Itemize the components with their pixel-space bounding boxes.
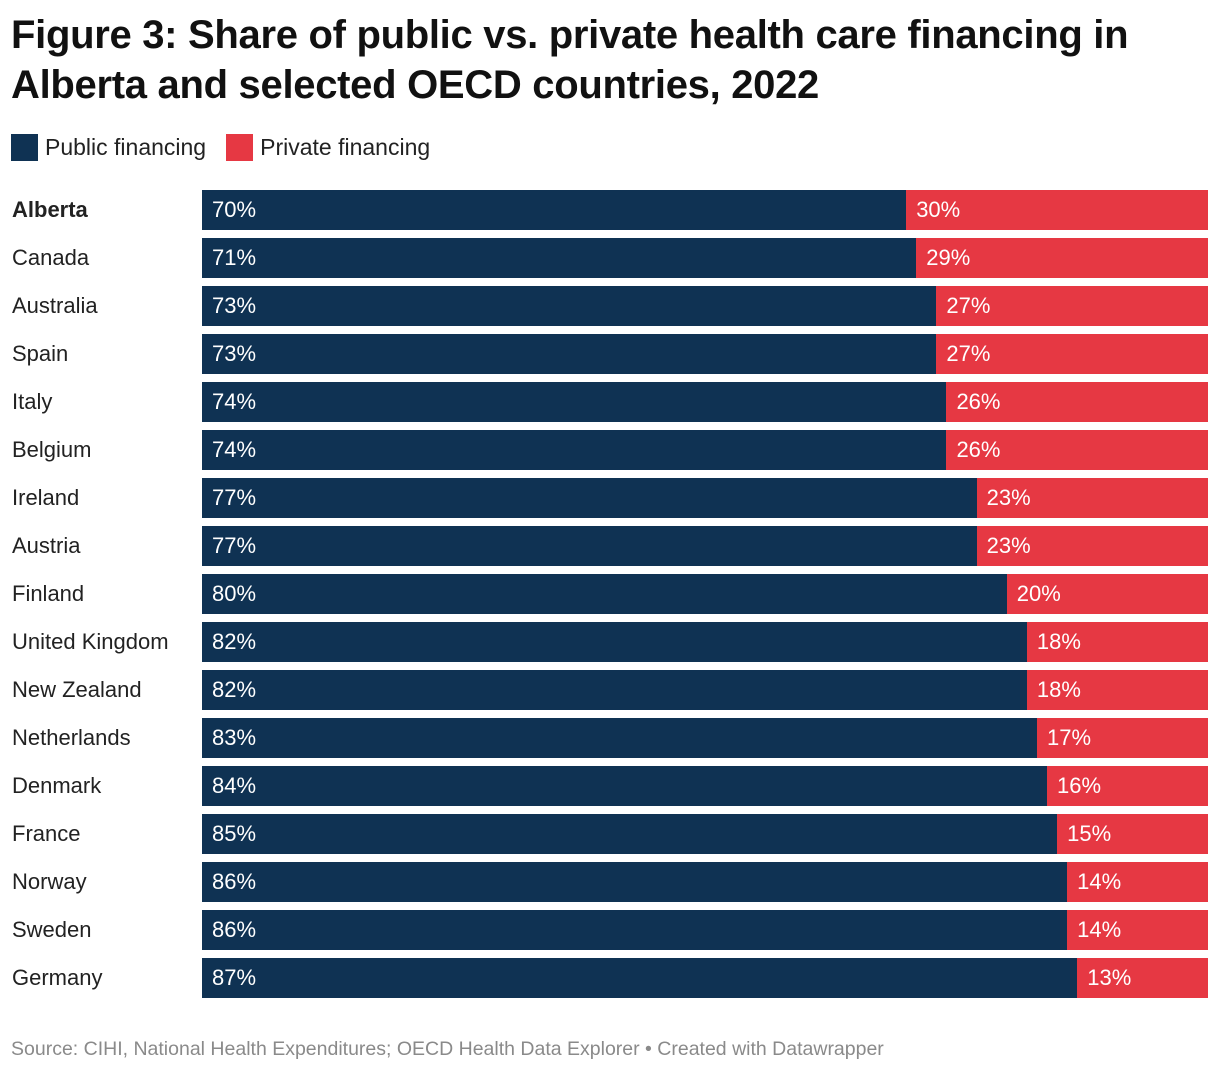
private-bar <box>936 334 1208 374</box>
public-bar <box>202 478 977 518</box>
public-value-label: 87% <box>212 965 257 990</box>
public-bar <box>202 430 947 470</box>
private-value-label: 26% <box>956 437 1001 462</box>
private-bar <box>1026 670 1208 710</box>
private-value-label: 26% <box>956 389 1001 414</box>
private-bar <box>1057 814 1208 854</box>
source-note: Source: CIHI, National Health Expenditur… <box>11 1038 884 1060</box>
category-label: Germany <box>12 965 103 990</box>
public-bar <box>202 382 947 422</box>
public-value-label: 73% <box>212 341 257 366</box>
category-label: Netherlands <box>12 725 131 750</box>
private-value-label: 14% <box>1077 869 1122 894</box>
category-label: Sweden <box>12 917 92 942</box>
public-value-label: 74% <box>212 389 257 414</box>
private-bar <box>1026 622 1208 662</box>
public-bar <box>202 766 1048 806</box>
private-value-label: 13% <box>1087 965 1132 990</box>
public-value-label: 86% <box>212 917 257 942</box>
private-value-label: 20% <box>1016 581 1061 606</box>
private-bar <box>976 526 1208 566</box>
public-bar <box>202 862 1068 902</box>
category-label: Alberta <box>12 197 88 222</box>
public-value-label: 85% <box>212 821 257 846</box>
legend-item-public: Public financing <box>11 134 206 161</box>
private-value-label: 18% <box>1036 677 1081 702</box>
private-value-label: 14% <box>1077 917 1122 942</box>
private-value-label: 30% <box>916 197 961 222</box>
private-bar <box>1067 910 1208 950</box>
private-bar <box>1077 958 1208 998</box>
category-label: Ireland <box>12 485 80 510</box>
category-label: Canada <box>12 245 90 270</box>
public-value-label: 74% <box>212 437 257 462</box>
private-bar <box>946 382 1208 422</box>
category-label: Spain <box>12 341 69 366</box>
private-bar <box>946 430 1208 470</box>
public-value-label: 84% <box>212 773 257 798</box>
private-value-label: 17% <box>1046 725 1092 750</box>
legend-swatch-public <box>11 134 38 161</box>
public-bar <box>202 238 917 278</box>
public-bar <box>202 910 1068 950</box>
private-bar <box>1047 766 1208 806</box>
public-bar <box>202 670 1027 710</box>
public-bar <box>202 286 937 326</box>
public-bar <box>202 958 1078 998</box>
private-bar <box>976 478 1208 518</box>
public-bar <box>202 190 907 230</box>
category-label: Australia <box>12 293 98 318</box>
public-bar <box>202 574 1007 614</box>
category-label: New Zealand <box>12 677 142 702</box>
legend-label-public: Public financing <box>45 134 207 160</box>
public-value-label: 73% <box>212 293 257 318</box>
public-bar <box>202 814 1058 854</box>
private-value-label: 27% <box>946 293 991 318</box>
private-value-label: 29% <box>926 245 971 270</box>
legend-label-private: Private financing <box>260 134 431 160</box>
public-value-label: 82% <box>212 629 257 654</box>
category-label: Italy <box>12 389 53 414</box>
chart-title: Figure 3: Share of public vs. private he… <box>11 13 1129 107</box>
public-value-label: 83% <box>212 725 257 750</box>
private-value-label: 27% <box>946 341 991 366</box>
public-bar <box>202 622 1027 662</box>
category-label: Belgium <box>12 437 92 462</box>
category-label: France <box>12 821 81 846</box>
private-value-label: 16% <box>1057 773 1102 798</box>
legend-item-private: Private financing <box>226 134 430 161</box>
category-label: Finland <box>12 581 85 606</box>
private-bar <box>1067 862 1208 902</box>
private-value-label: 18% <box>1036 629 1081 654</box>
private-value-label: 23% <box>986 533 1031 558</box>
private-bar <box>936 286 1208 326</box>
private-value-label: 15% <box>1067 821 1112 846</box>
public-bar <box>202 718 1037 758</box>
private-bar <box>916 238 1208 278</box>
public-bar <box>202 334 937 374</box>
private-value-label: 23% <box>986 485 1031 510</box>
private-bar <box>906 190 1208 230</box>
public-bar <box>202 526 977 566</box>
private-bar <box>1006 574 1208 614</box>
category-label: Denmark <box>12 773 102 798</box>
public-value-label: 82% <box>212 677 257 702</box>
legend-swatch-private <box>226 134 254 161</box>
public-value-label: 70% <box>212 197 257 222</box>
category-label: Norway <box>12 869 87 894</box>
category-label: United Kingdom <box>12 629 169 654</box>
public-value-label: 77% <box>212 533 257 558</box>
public-value-label: 86% <box>212 869 257 894</box>
public-value-label: 71% <box>212 245 257 270</box>
public-value-label: 80% <box>212 581 257 606</box>
private-bar <box>1036 718 1208 758</box>
category-label: Austria <box>12 533 81 558</box>
public-value-label: 77% <box>212 485 257 510</box>
legend: Public financing Private financing <box>11 134 450 161</box>
